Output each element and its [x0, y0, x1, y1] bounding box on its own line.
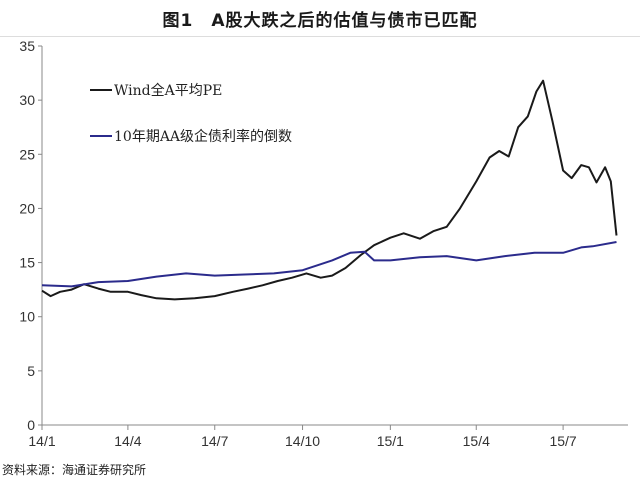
y-tick-label: 20	[19, 200, 35, 216]
y-tick-label: 15	[19, 255, 35, 271]
legend-label: 10年期AA级企债利率的倒数	[114, 128, 292, 145]
chart-series-lines	[41, 79, 618, 301]
x-tick-label: 14/7	[201, 433, 228, 449]
x-tick-label: 14/1	[28, 433, 55, 449]
y-tick-label: 35	[19, 38, 35, 54]
chart-canvas: 0 5 10 15 20 25 30 35 14/1 14/4 14/7 14/10 15/1 15/4 1…	[19, 38, 628, 449]
chart-axes: 0 5 10 15 20 25 30 35 14/1 14/4 14/7 14/10 15/1 15/4 1…	[19, 38, 628, 449]
y-tick-label: 10	[19, 309, 35, 325]
chart-title: 图1 A股大跌之后的估值与债市已匹配	[162, 11, 478, 31]
chart-legend: Wind全A平均PE 10年期AA级企债利率的倒数	[90, 82, 292, 145]
source-note: 资料来源：海通证券研究所	[2, 463, 147, 477]
y-tick-label: 5	[27, 363, 35, 379]
x-tick-label: 15/7	[549, 433, 576, 449]
x-tick-label: 14/10	[285, 433, 320, 449]
y-tick-label: 25	[19, 146, 35, 162]
y-tick-label: 30	[19, 92, 35, 108]
title-bar: 图1 A股大跌之后的估值与债市已匹配	[0, 0, 640, 37]
x-tick-label: 15/1	[377, 433, 404, 449]
legend-label: Wind全A平均PE	[114, 82, 222, 99]
series-line-bond-yield-inverse	[41, 241, 617, 288]
series-line-pe	[41, 79, 618, 301]
y-tick-label: 0	[27, 417, 35, 433]
x-tick-label: 15/4	[463, 433, 490, 449]
x-tick-label: 14/4	[114, 433, 141, 449]
